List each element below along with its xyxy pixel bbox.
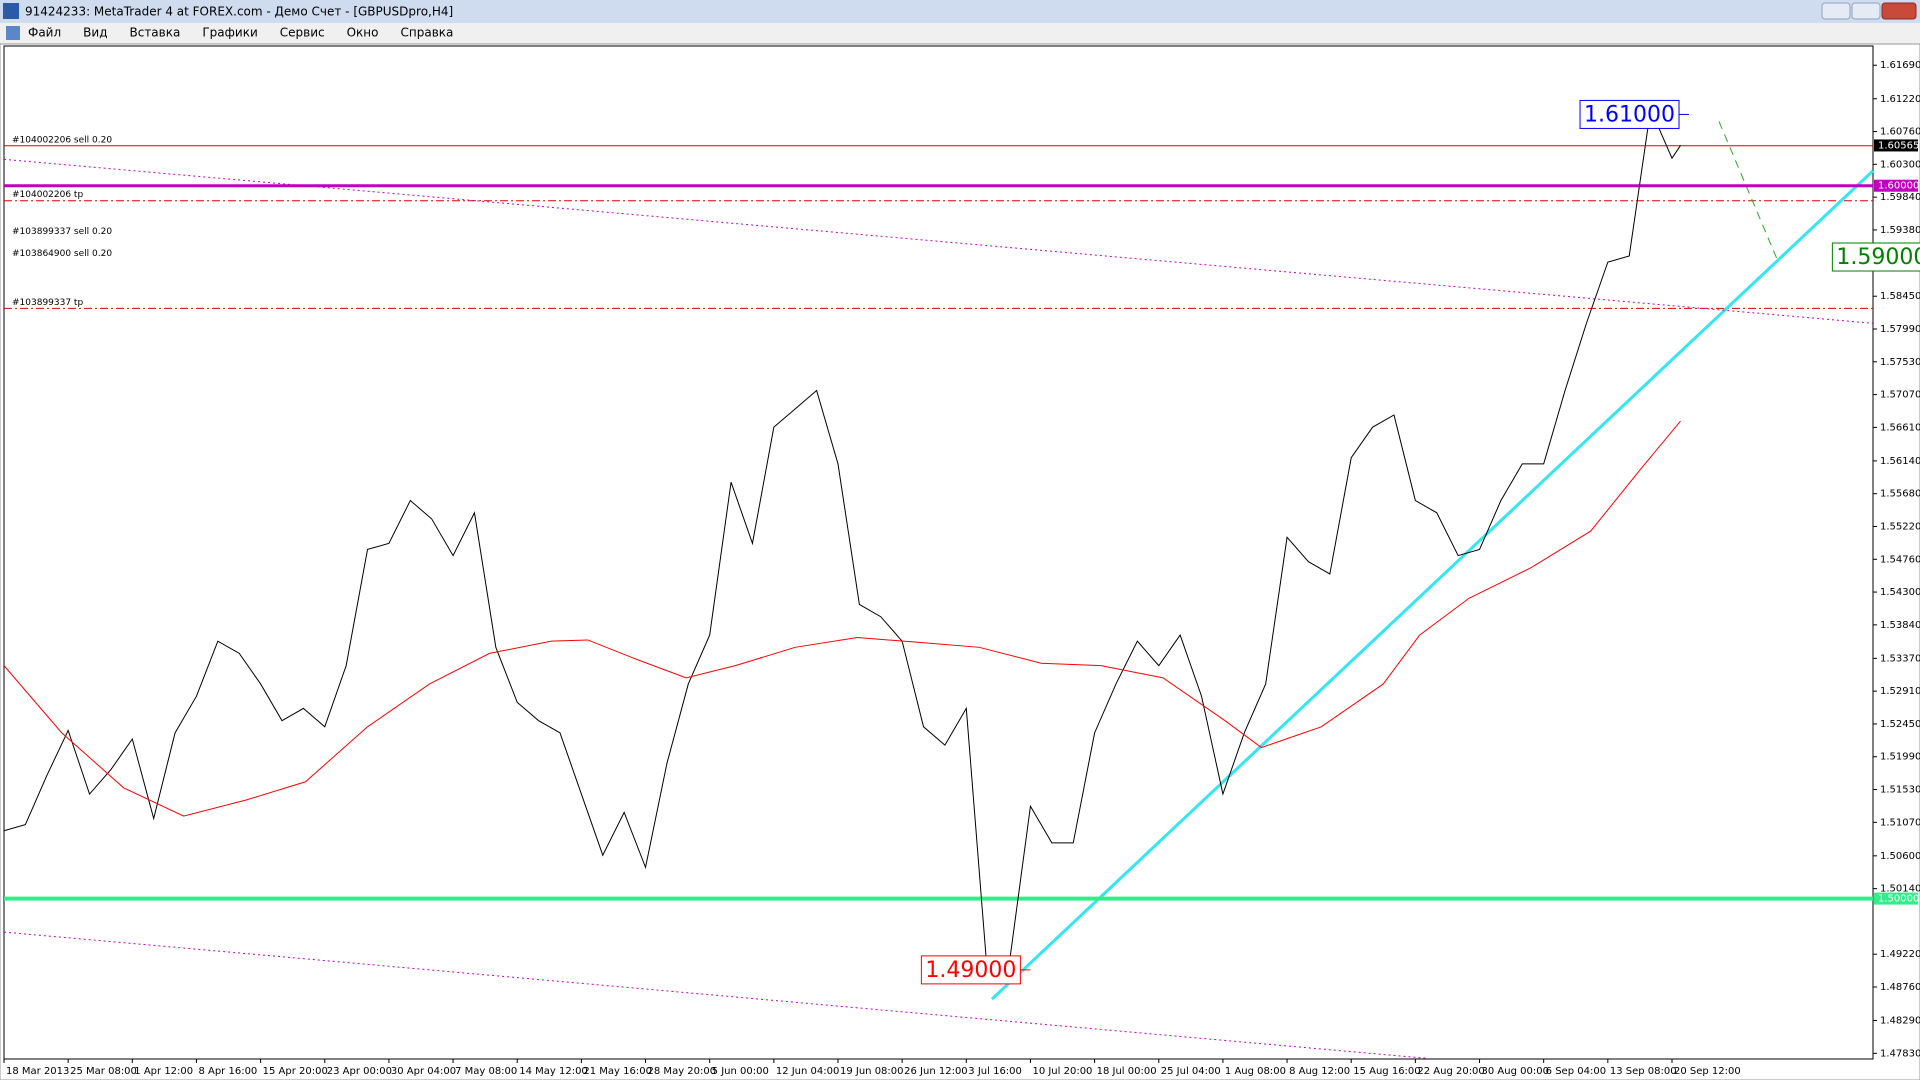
y-tick-label: 1.56610: [1880, 422, 1920, 433]
x-tick-label: 25 Mar 08:00: [70, 1066, 137, 1077]
y-tick-label: 1.55680: [1880, 489, 1920, 500]
trend-line: [1718, 121, 1778, 259]
app-icon: [3, 3, 19, 19]
x-tick-label: 22 Aug 20:00: [1417, 1066, 1484, 1077]
price-text-box: [1831, 242, 1920, 272]
y-tick-label: 1.53370: [1880, 653, 1920, 664]
order-label: #104002206 tp: [12, 190, 83, 200]
bid-tag-label: 1.60565: [1878, 140, 1919, 151]
x-tick-label: 10 Jul 20:00: [1032, 1066, 1092, 1077]
x-tick-label: 19 Jun 08:00: [840, 1066, 904, 1077]
order-label: #103899337 sell 0.20: [12, 227, 112, 237]
order-label: #104002206 sell 0.20: [12, 135, 112, 145]
x-tick-label: 3 Jul 16:00: [968, 1066, 1022, 1077]
y-tick-label: 1.54760: [1880, 554, 1920, 565]
menu-item[interactable]: Вид: [83, 26, 107, 40]
x-tick-label: 25 Jul 04:00: [1161, 1066, 1221, 1077]
x-tick-label: 15 Aug 16:00: [1353, 1066, 1420, 1077]
y-tick-label: 1.52910: [1880, 686, 1920, 697]
y-tick-label: 1.51070: [1880, 817, 1920, 828]
price-text-label: 1.59000: [1836, 245, 1920, 270]
x-tick-label: 23 Apr 00:00: [327, 1066, 392, 1077]
x-tick-label: 6 Sep 04:00: [1546, 1066, 1606, 1077]
price-line: [3, 107, 1681, 979]
y-tick-label: 1.60300: [1880, 159, 1920, 170]
y-tick-label: 1.49220: [1880, 949, 1920, 960]
y-tick-label: 1.60760: [1880, 127, 1920, 138]
x-tick-label: 28 May 20:00: [648, 1066, 717, 1077]
close-button[interactable]: [1881, 2, 1917, 20]
y-tick-label: 1.48290: [1880, 1016, 1920, 1027]
x-tick-label: 30 Aug 00:00: [1482, 1066, 1549, 1077]
menu-item[interactable]: Вставка: [129, 26, 180, 40]
y-tick-label: 1.51990: [1880, 752, 1920, 763]
price-text-label: 1.61000: [1584, 102, 1675, 127]
maximize-button[interactable]: [1851, 2, 1881, 20]
x-tick-label: 30 Apr 04:00: [391, 1066, 456, 1077]
y-tick-label: 1.57530: [1880, 357, 1920, 368]
y-tick-label: 1.54300: [1880, 587, 1920, 598]
window-title: 91424233: MetaTrader 4 at FOREX.com - Де…: [25, 5, 453, 19]
x-tick-label: 15 Apr 20:00: [263, 1066, 328, 1077]
price-text-label: 1.49000: [925, 958, 1016, 983]
price-text-box: [920, 955, 1021, 985]
price-line: [3, 420, 1681, 817]
x-tick-label: 1 Aug 08:00: [1225, 1066, 1286, 1077]
x-tick-label: 5 Jun 00:00: [712, 1066, 769, 1077]
y-tick-label: 1.53840: [1880, 620, 1920, 631]
x-tick-label: 14 May 12:00: [519, 1066, 588, 1077]
y-tick-label: 1.59380: [1880, 225, 1920, 236]
y-tick-label: 1.48760: [1880, 982, 1920, 993]
y-tick-label: 1.55220: [1880, 521, 1920, 532]
bid-tag: [1874, 139, 1918, 152]
x-tick-label: 20 Sep 12:00: [1674, 1066, 1741, 1077]
y-tick-label: 1.50140: [1880, 884, 1920, 895]
y-tick-label: 1.61690: [1880, 60, 1920, 71]
price-tag-label: 1.50000: [1878, 894, 1919, 905]
price-tag: [1874, 892, 1918, 905]
y-tick-label: 1.51530: [1880, 785, 1920, 796]
y-tick-label: 1.58450: [1880, 291, 1920, 302]
order-label: #103864900 sell 0.20: [12, 249, 112, 259]
x-tick-label: 7 May 08:00: [455, 1066, 517, 1077]
price-tag-label: 1.60000: [1878, 181, 1919, 192]
y-tick-label: 1.50600: [1880, 851, 1920, 862]
y-tick-label: 1.52450: [1880, 719, 1920, 730]
menu-item[interactable]: Графики: [202, 26, 257, 40]
x-tick-label: 21 May 16:00: [583, 1066, 652, 1077]
menu-bar: [0, 23, 1920, 44]
y-tick-label: 1.57070: [1880, 390, 1920, 401]
trend-line: [990, 169, 1875, 1001]
y-tick-label: 1.61220: [1880, 94, 1920, 105]
y-tick-label: 1.59840: [1880, 192, 1920, 203]
y-tick-label: 1.57990: [1880, 324, 1920, 335]
title-bar: [0, 0, 1920, 23]
menu-item[interactable]: Файл: [28, 26, 61, 40]
price-text-box: [1579, 99, 1680, 129]
plot-area: [3, 45, 1874, 1060]
x-tick-label: 26 Jun 12:00: [904, 1066, 968, 1077]
minimize-button[interactable]: [1821, 2, 1851, 20]
order-label: #103899337 tp: [12, 298, 83, 308]
price-tag: [1874, 179, 1918, 192]
menu-item[interactable]: Сервис: [280, 26, 325, 40]
y-tick-label: 1.47830: [1880, 1048, 1920, 1059]
x-tick-label: 13 Sep 08:00: [1610, 1066, 1677, 1077]
x-tick-label: 18 Mar 2013: [6, 1066, 69, 1077]
y-tick-label: 1.56140: [1880, 456, 1920, 467]
x-tick-label: 12 Jun 04:00: [776, 1066, 840, 1077]
menu-item[interactable]: Справка: [401, 26, 454, 40]
x-tick-label: 8 Aug 12:00: [1289, 1066, 1350, 1077]
x-tick-label: 1 Apr 12:00: [134, 1066, 193, 1077]
x-tick-label: 18 Jul 00:00: [1097, 1066, 1157, 1077]
chart-icon: [6, 26, 20, 40]
x-tick-label: 8 Apr 16:00: [198, 1066, 257, 1077]
menu-item[interactable]: Окно: [347, 26, 379, 40]
